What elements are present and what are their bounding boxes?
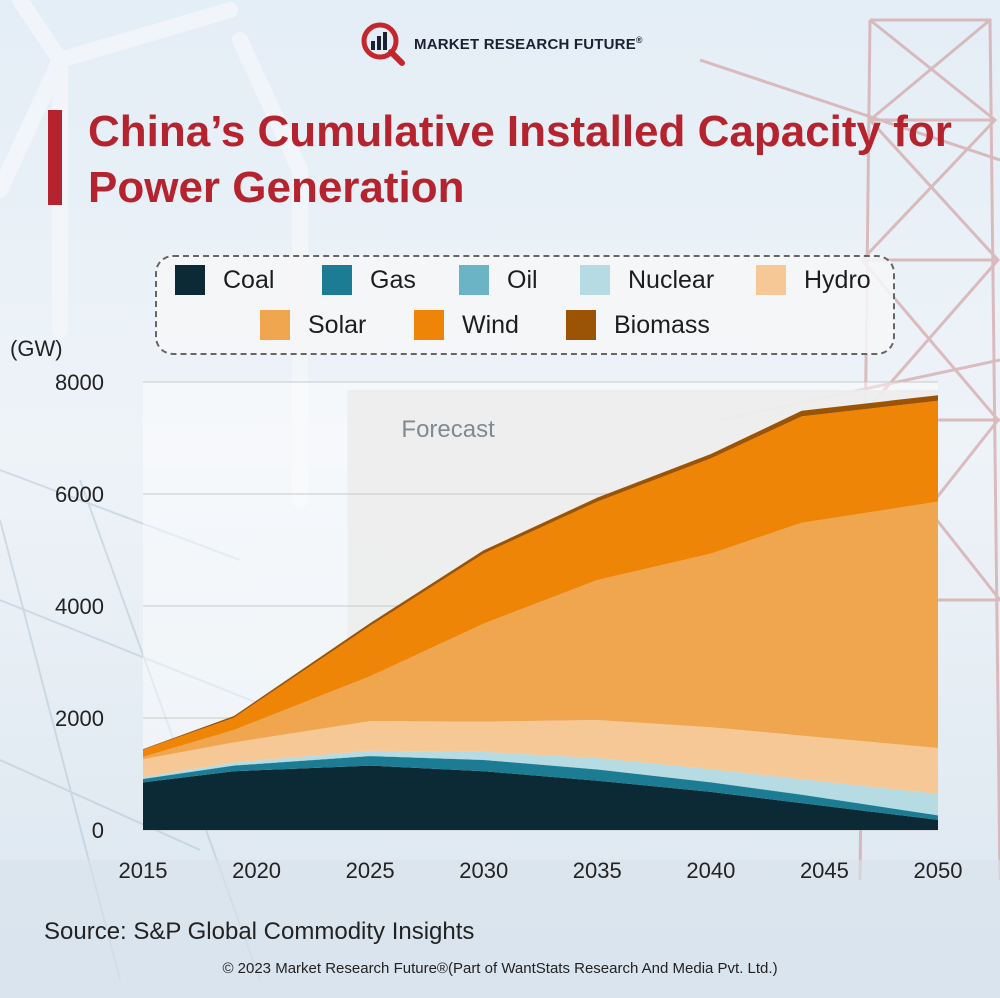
legend-label-wind: Wind: [462, 310, 519, 339]
registered-mark: ®: [635, 35, 643, 45]
legend-item-wind: Wind: [414, 310, 519, 340]
legend-label-gas: Gas: [370, 265, 416, 294]
legend-item-biomass: Biomass: [566, 310, 710, 340]
forecast-label: Forecast: [401, 416, 495, 443]
legend-item-nuclear: Nuclear: [580, 265, 714, 295]
legend-swatch-nuclear: [580, 265, 610, 295]
y-axis-unit: (GW): [10, 336, 63, 361]
x-tick-label-2040: 2040: [686, 858, 735, 883]
legend-swatch-hydro: [756, 265, 786, 295]
chart-title: China’s Cumulative Installed Capacity fo…: [88, 107, 952, 212]
y-tick-label-4000: 4000: [55, 594, 104, 619]
title-accent-bar: [48, 110, 62, 205]
legend-label-solar: Solar: [308, 310, 367, 339]
x-tick-label-2015: 2015: [119, 858, 168, 883]
y-tick-label-2000: 2000: [55, 706, 104, 731]
x-tick-label-2045: 2045: [800, 858, 849, 883]
area-coal: [143, 765, 938, 830]
legend: Coal Gas Oil Nuclear Hydro Solar Wind Bi…: [155, 255, 895, 355]
area-gas: [143, 756, 938, 820]
legend-item-solar: Solar: [260, 310, 366, 340]
legend-label-coal: Coal: [223, 265, 275, 294]
legend-item-coal: Coal: [175, 265, 274, 295]
y-tick-label-6000: 6000: [55, 482, 104, 507]
area-wind: [143, 400, 938, 757]
brand-name: MARKET RESEARCH FUTURE®: [414, 35, 643, 53]
legend-label-hydro: Hydro: [804, 265, 871, 294]
legend-label-nuclear: Nuclear: [628, 265, 715, 294]
legend-label-oil: Oil: [507, 265, 538, 294]
copyright-note: © 2023 Market Research Future®(Part of W…: [222, 960, 778, 977]
legend-item-gas: Gas: [322, 265, 416, 295]
legend-item-oil: Oil: [459, 265, 538, 295]
legend-swatch-solar: [260, 310, 290, 340]
y-tick-label-8000: 8000: [55, 370, 104, 395]
x-tick-label-2025: 2025: [346, 858, 395, 883]
x-tick-label-2050: 2050: [914, 858, 963, 883]
area-hydro: [143, 720, 938, 794]
legend-swatch-wind: [414, 310, 444, 340]
x-tick-label-2035: 2035: [573, 858, 622, 883]
x-tick-label-2020: 2020: [232, 858, 281, 883]
legend-label-biomass: Biomass: [614, 310, 710, 339]
magnifier-chart-icon: [361, 22, 405, 66]
source-note: Source: S&P Global Commodity Insights: [44, 918, 475, 945]
brand-logo: MARKET RESEARCH FUTURE®: [360, 22, 643, 66]
y-tick-label-0: 0: [92, 818, 104, 843]
legend-swatch-oil: [459, 265, 489, 295]
legend-item-hydro: Hydro: [756, 265, 871, 295]
legend-swatch-biomass: [566, 310, 596, 340]
legend-swatch-gas: [322, 265, 352, 295]
legend-swatch-coal: [175, 265, 205, 295]
stacked-area-chart: Forecast 0 2000 4000 6000 8000 2015 2020 2025 203…: [55, 370, 963, 883]
x-tick-label-2030: 2030: [459, 858, 508, 883]
area-solar: [143, 501, 938, 760]
area-nuclear: [143, 750, 938, 816]
